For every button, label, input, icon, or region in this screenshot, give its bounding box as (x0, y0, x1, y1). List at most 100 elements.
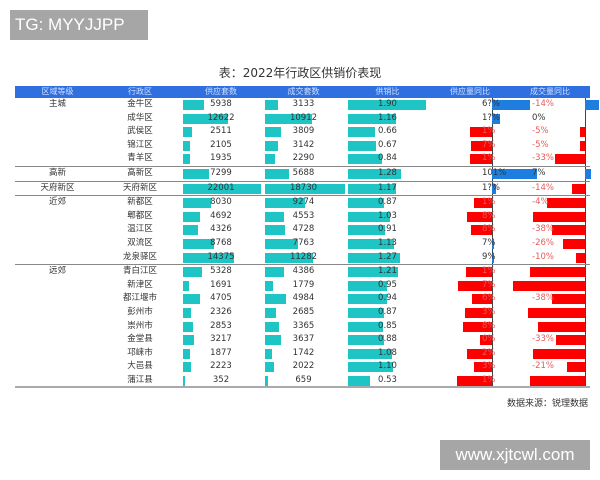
deal-value: 4984 (292, 293, 315, 304)
deal-yoy-axis (585, 319, 586, 334)
deal-value: 5688 (292, 167, 315, 178)
deal-yoy-axis (585, 333, 586, 347)
cell-deal: 2685 (262, 306, 345, 320)
cell-supply: 7299 (180, 167, 262, 181)
ratio-value: 1.10 (378, 361, 397, 372)
deal-value: 3142 (292, 139, 315, 150)
table-row: 主城 金牛区 5938 3133 1.90 6?% -14% (15, 98, 599, 112)
supply-value: 2223 (210, 361, 232, 372)
cell-deal-yoy (510, 319, 590, 334)
cell-deal: 3637 (262, 333, 345, 347)
cell-supply-yoy: 0% (430, 333, 510, 347)
cell-ratio: 1.16 (345, 112, 430, 126)
table-row: 双流区 8768 7763 1.13 7% -26% (15, 236, 590, 251)
supply-yoy-bar (471, 225, 492, 236)
supply-yoy-value: 1?% (482, 112, 500, 123)
deal-yoy-bar (533, 211, 585, 222)
ratio-value: 0.95 (378, 279, 397, 290)
deal-yoy-value: -14% (532, 182, 554, 193)
deal-bar (265, 183, 345, 194)
deal-bar (265, 280, 273, 291)
supply-bar (183, 307, 192, 318)
cell-district: 青白江区 (122, 266, 157, 277)
supply-yoy-value: 0% (482, 334, 496, 345)
supply-yoy-axis (492, 265, 493, 279)
cell-ratio: 0.87 (345, 306, 430, 320)
supply-bar (183, 211, 200, 222)
supply-yoy-bar (470, 127, 492, 138)
table-row: 新津区 1691 1779 0.95 7% (15, 278, 590, 293)
deal-bar (265, 307, 277, 318)
deal-yoy-axis (585, 346, 586, 361)
deal-bar (265, 225, 286, 236)
deal-value: 2022 (292, 361, 315, 372)
supply-yoy-bar (467, 211, 492, 222)
cell-deal-yoy (510, 305, 590, 320)
supply-value: 22001 (207, 182, 235, 193)
cell-region (15, 125, 100, 139)
cell-ratio: 1.10 (345, 360, 430, 374)
supply-bar (183, 267, 202, 278)
cell-district: 金堂县 (127, 334, 153, 345)
supply-yoy-value: 6% (482, 293, 496, 304)
cell-district: 新都区 (127, 197, 153, 208)
deal-yoy-bar (585, 168, 591, 179)
cell-deal: 7763 (262, 237, 345, 251)
deal-value: 18730 (289, 182, 318, 193)
cell-deal-yoy: -14% (510, 98, 599, 112)
supply-yoy-axis (492, 305, 493, 320)
deal-bar (265, 127, 282, 138)
table-row: 成华区 12622 10912 1.16 1?% 0% (15, 111, 590, 126)
deal-yoy-bar (572, 183, 585, 194)
cell-deal: 1779 (262, 279, 345, 293)
supply-sales-table: 区域等级 行政区 供应套数 成交套数 供销比 供应量同比 成交量同比 主城 金牛区… (15, 86, 599, 388)
deal-value: 659 (295, 374, 312, 385)
ratio-bar (348, 362, 394, 373)
deal-yoy-axis (585, 223, 586, 237)
deal-yoy-value: -4% (532, 197, 549, 208)
cell-deal: 10912 (262, 112, 345, 126)
cell-deal-yoy: -4% (510, 196, 590, 210)
table-row: 大邑县 2223 2022 1.10 3% -21% (15, 360, 590, 374)
cell-supply-yoy: 2% (430, 346, 510, 361)
supply-value: 4705 (210, 293, 232, 304)
deal-yoy-bar (530, 375, 585, 386)
supply-yoy-value: 3% (482, 361, 496, 372)
cell-supply-yoy: 9% (430, 250, 510, 265)
header-deal: 成交套数 (287, 87, 320, 96)
cell-region (15, 360, 100, 374)
deal-yoy-value: -21% (532, 361, 554, 372)
deal-value: 4728 (292, 224, 315, 235)
table-bottom-border (15, 386, 590, 388)
supply-value: 7299 (210, 167, 232, 178)
cell-ratio: 1.17 (345, 182, 430, 196)
cell-deal: 3142 (262, 139, 345, 153)
deal-yoy-axis (585, 292, 586, 306)
ratio-value: 1.90 (378, 99, 397, 109)
cell-region (15, 320, 100, 334)
cell-deal-yoy (510, 209, 590, 224)
deal-yoy-bar (563, 238, 585, 249)
supply-yoy-axis (492, 209, 493, 224)
supply-yoy-axis (492, 125, 493, 139)
table-row: 邛崃市 1877 1742 1.08 2% (15, 346, 590, 361)
deal-yoy-axis (585, 305, 586, 320)
cell-ratio: 1.13 (345, 237, 430, 251)
deal-value: 7763 (292, 237, 315, 248)
supply-yoy-bar (472, 294, 492, 305)
deal-yoy-bar (513, 280, 585, 291)
watermark-bottom: www.xjtcwl.com (440, 440, 590, 470)
cell-region (15, 139, 100, 153)
supply-value: 2105 (210, 139, 232, 150)
deal-yoy-value: -10% (532, 251, 554, 262)
table-row: 高新 高新区 7299 5688 1.28 101% 7% (15, 165, 591, 181)
table-row: 彭州市 2326 2685 0.87 3% (15, 305, 590, 320)
ratio-value: 1.28 (378, 167, 397, 178)
cell-supply-yoy: 6% (430, 292, 510, 306)
cell-supply-yoy: 3% (430, 360, 510, 374)
deal-value: 3809 (292, 126, 315, 137)
ratio-value: 1.03 (378, 210, 397, 221)
deal-yoy-axis (585, 152, 586, 166)
ratio-value: 0.85 (378, 320, 397, 331)
deal-bar (265, 252, 314, 263)
